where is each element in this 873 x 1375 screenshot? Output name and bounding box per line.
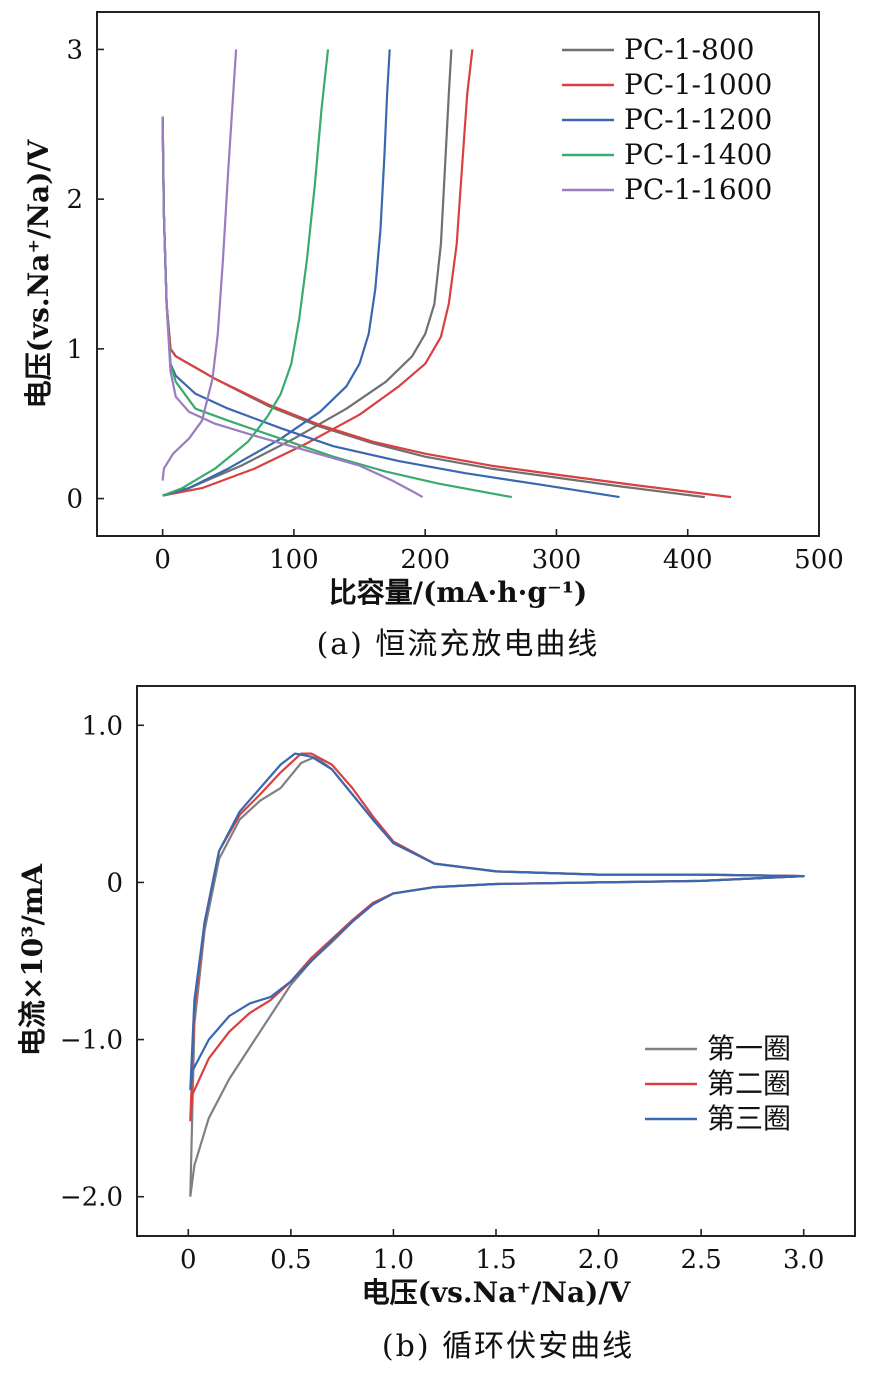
chart-b-ytick-label: −2.0 bbox=[60, 1183, 123, 1213]
chart-b-caption: (b) 循环伏安曲线 bbox=[382, 1329, 634, 1364]
chart-a-ylabel: 电压(vs.Na⁺/Na)/V bbox=[22, 138, 55, 408]
chart-b-series bbox=[189, 752, 805, 1197]
chart-a-series-line bbox=[162, 49, 391, 497]
chart-a-ytick-label: 0 bbox=[66, 485, 83, 515]
chart-b: 0 0.5 1.0 1.5 2.0 2.5 3.0 1.0 0 −1.0 −2.0 第一圈第二圈第三… bbox=[16, 685, 856, 1364]
chart-a-xtick-label: 200 bbox=[400, 545, 450, 575]
chart-a-series-line bbox=[161, 116, 512, 499]
chart-b-xlabel: 电压(vs.Na⁺/Na)/V bbox=[362, 1276, 632, 1309]
chart-b-ytick-label: −1.0 bbox=[60, 1026, 123, 1056]
chart-b-ylabel: 电流×10³/mA bbox=[16, 863, 49, 1057]
chart-b-legend-label: 第一圈 bbox=[707, 1032, 791, 1065]
chart-a-series-line bbox=[161, 116, 424, 499]
chart-b-series-line bbox=[189, 752, 805, 1091]
chart-a-xlabel: 比容量/(mA·h·g⁻¹) bbox=[329, 576, 588, 609]
chart-a-caption: (a) 恒流充放电曲线 bbox=[317, 627, 600, 662]
chart-b-ytick-label: 0 bbox=[106, 868, 123, 898]
chart-b-xtick-label: 2.0 bbox=[578, 1245, 619, 1275]
chart-a-legend: PC-1-800PC-1-1000PC-1-1200PC-1-1400PC-1-… bbox=[562, 33, 772, 206]
chart-a-xtick-label: 300 bbox=[532, 545, 582, 575]
chart-b-xtick-label: 0 bbox=[180, 1245, 197, 1275]
chart-b-xtick-label: 3.0 bbox=[783, 1245, 824, 1275]
chart-b-xtick-label: 0.5 bbox=[270, 1245, 311, 1275]
chart-a-ytick-label: 2 bbox=[66, 185, 83, 215]
chart-a-xtick-label: 0 bbox=[154, 545, 171, 575]
chart-b-xtick-label: 2.5 bbox=[680, 1245, 721, 1275]
chart-a-series-line bbox=[162, 49, 330, 497]
chart-a-series bbox=[161, 49, 732, 499]
chart-a-ytick-label: 1 bbox=[66, 335, 83, 365]
chart-b-xtick-label: 1.0 bbox=[373, 1245, 414, 1275]
chart-a-xtick-label: 400 bbox=[663, 545, 713, 575]
chart-a-series-line bbox=[161, 116, 620, 499]
chart-a-xtick-label: 500 bbox=[794, 545, 844, 575]
chart-a-legend-label: PC-1-800 bbox=[624, 33, 754, 66]
chart-a-ticks: 0 100 200 300 400 500 0 1 2 3 bbox=[66, 35, 843, 575]
chart-a-series-line bbox=[162, 49, 474, 497]
chart-a-series-line bbox=[161, 49, 238, 481]
chart-a-legend-label: PC-1-1200 bbox=[624, 103, 772, 136]
chart-a-legend-label: PC-1-1000 bbox=[624, 68, 772, 101]
chart-b-ytick-label: 1.0 bbox=[82, 711, 123, 741]
chart-a-frame bbox=[96, 11, 820, 537]
chart-a-legend-label: PC-1-1400 bbox=[624, 138, 772, 171]
chart-b-legend-label: 第二圈 bbox=[707, 1067, 791, 1100]
chart-b-xtick-label: 1.5 bbox=[475, 1245, 516, 1275]
chart-b-ticks: 0 0.5 1.0 1.5 2.0 2.5 3.0 1.0 0 −1.0 −2.0 bbox=[60, 711, 825, 1275]
chart-a-ytick-label: 3 bbox=[66, 35, 83, 65]
chart-a-legend-label: PC-1-1600 bbox=[624, 173, 772, 206]
chart-b-legend-label: 第三圈 bbox=[707, 1102, 791, 1135]
chart-a-series-line bbox=[162, 49, 453, 497]
chart-b-frame bbox=[136, 685, 856, 1237]
chart-a-xtick-label: 100 bbox=[269, 545, 319, 575]
